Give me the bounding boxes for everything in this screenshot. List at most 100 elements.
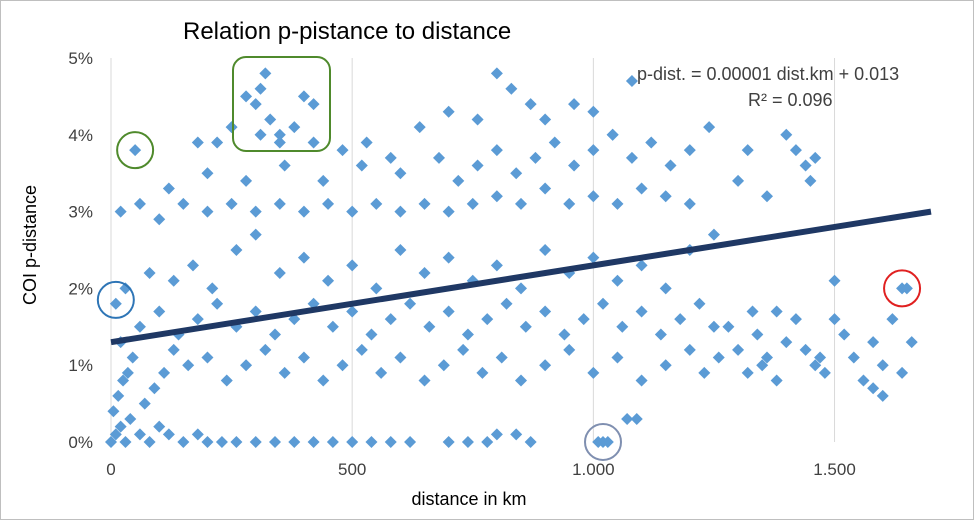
- data-point: [558, 328, 571, 341]
- data-point: [133, 197, 146, 210]
- data-point: [117, 374, 130, 387]
- x-tick-label: 1.000: [572, 460, 615, 479]
- data-point: [240, 90, 253, 103]
- data-point: [563, 343, 576, 356]
- data-point: [259, 343, 272, 356]
- data-point: [611, 274, 624, 287]
- y-axis-label: COI p-distance: [20, 185, 40, 305]
- data-point: [121, 366, 134, 379]
- data-point: [225, 197, 238, 210]
- data-point: [587, 190, 600, 203]
- data-point: [317, 174, 330, 187]
- data-point: [404, 436, 417, 448]
- y-tick-label: 2%: [68, 279, 93, 298]
- data-point: [167, 343, 180, 356]
- data-point: [481, 313, 494, 326]
- data-point: [138, 397, 151, 410]
- data-point: [683, 144, 696, 157]
- data-point: [211, 136, 224, 149]
- data-point: [249, 228, 262, 241]
- r-squared-label: R² = 0.096: [748, 90, 833, 110]
- data-point: [336, 144, 349, 157]
- data-point: [278, 366, 291, 379]
- data-point: [437, 359, 450, 372]
- data-point: [746, 305, 759, 318]
- data-point: [896, 366, 909, 379]
- data-point: [780, 128, 793, 141]
- data-point: [876, 359, 889, 372]
- data-point: [635, 305, 648, 318]
- data-point: [288, 436, 301, 448]
- data-point: [529, 151, 542, 164]
- data-point: [611, 197, 624, 210]
- data-point: [674, 313, 687, 326]
- data-point: [418, 267, 431, 280]
- data-point: [133, 428, 146, 441]
- data-point: [809, 151, 822, 164]
- data-point: [355, 343, 368, 356]
- data-point: [297, 90, 310, 103]
- data-point: [809, 359, 822, 372]
- data-point: [346, 259, 359, 272]
- data-point: [524, 98, 537, 111]
- data-point: [886, 313, 899, 326]
- data-point: [495, 351, 508, 364]
- data-point: [129, 144, 142, 157]
- data-point: [597, 436, 609, 448]
- data-point: [297, 205, 310, 218]
- data-point: [515, 282, 527, 295]
- data-point: [240, 359, 253, 372]
- data-point: [838, 328, 851, 341]
- data-point: [394, 205, 407, 218]
- data-point: [167, 274, 180, 287]
- data-point: [457, 343, 470, 356]
- data-point: [384, 436, 397, 448]
- data-point: [109, 428, 122, 441]
- data-point: [394, 244, 407, 256]
- data-point: [515, 374, 527, 387]
- data-point: [568, 98, 581, 111]
- data-point: [162, 182, 175, 195]
- x-tick-label: 0: [106, 460, 115, 479]
- data-point: [254, 128, 267, 141]
- data-point: [519, 320, 532, 333]
- data-point: [659, 190, 672, 203]
- data-point: [741, 144, 754, 157]
- x-tick-label: 1.500: [813, 460, 856, 479]
- data-point: [654, 328, 667, 341]
- data-point: [751, 328, 764, 341]
- data-point: [756, 359, 769, 372]
- data-point: [548, 136, 561, 149]
- data-point: [818, 366, 831, 379]
- highlight-circle: [883, 269, 922, 308]
- data-point: [112, 389, 125, 402]
- data-point: [490, 190, 503, 203]
- data-point: [162, 428, 175, 441]
- data-point: [307, 436, 320, 448]
- data-point: [273, 136, 286, 149]
- highlight-circle: [96, 280, 135, 319]
- data-point: [606, 128, 619, 141]
- data-point: [452, 174, 465, 187]
- data-point: [707, 320, 720, 333]
- data-point: [683, 197, 696, 210]
- data-point: [278, 159, 291, 172]
- data-point: [355, 159, 368, 172]
- data-point: [177, 436, 190, 448]
- y-tick-label: 0%: [68, 433, 93, 452]
- data-point: [876, 389, 889, 402]
- data-point: [273, 128, 286, 141]
- data-point: [722, 320, 735, 333]
- data-point: [143, 436, 156, 448]
- data-point: [442, 305, 455, 318]
- data-point: [365, 328, 378, 341]
- data-point: [201, 205, 214, 218]
- data-point: [625, 75, 638, 88]
- data-point: [370, 282, 383, 295]
- data-point: [191, 428, 204, 441]
- data-point: [799, 343, 812, 356]
- data-point: [703, 121, 716, 134]
- data-point: [153, 213, 166, 226]
- data-point: [490, 259, 503, 272]
- data-point: [490, 428, 503, 441]
